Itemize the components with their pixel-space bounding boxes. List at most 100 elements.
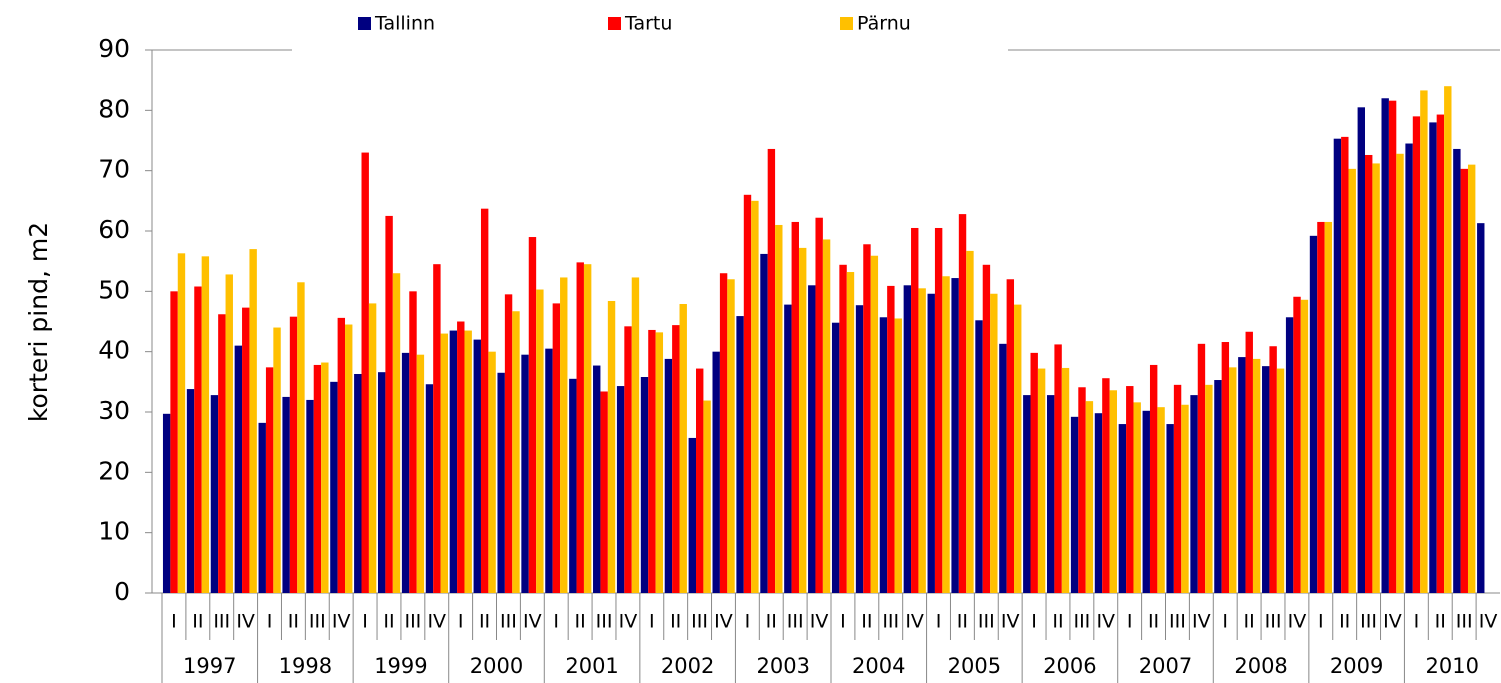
bar [712, 351, 720, 593]
bar [1333, 138, 1342, 593]
bar [1396, 153, 1404, 594]
x-tick-label: II [1339, 611, 1350, 633]
x-tick-label: III [1360, 611, 1377, 633]
bar [201, 256, 210, 593]
bar [409, 291, 417, 593]
bar [839, 264, 847, 593]
bar [846, 272, 855, 593]
bar [449, 330, 458, 593]
bar [1118, 424, 1127, 593]
bar [521, 354, 529, 593]
bar [1061, 367, 1070, 593]
x-tick-label: I [745, 611, 751, 633]
bar [958, 214, 967, 593]
bar [1381, 98, 1389, 594]
x-tick-label: IV [1192, 611, 1211, 633]
x-group-label: 2009 [1330, 654, 1383, 678]
y-tick-label: 50 [98, 275, 130, 304]
x-group-label: 2002 [661, 654, 714, 678]
x-tick-label: I [1127, 611, 1133, 633]
bar [210, 395, 219, 593]
bar [1166, 424, 1174, 593]
x-group-label: 1999 [374, 654, 427, 678]
bar [368, 303, 377, 593]
bar [1102, 378, 1110, 593]
x-tick-label: I [1414, 611, 1420, 633]
bar [1477, 223, 1485, 593]
x-tick-label: III [500, 611, 517, 633]
bar [1276, 368, 1285, 593]
bar [1142, 410, 1150, 593]
bar [1030, 352, 1038, 593]
x-tick-label: III [213, 611, 230, 633]
x-group-label: 1997 [183, 654, 236, 678]
x-tick-label: IV [1288, 611, 1307, 633]
bar [863, 244, 871, 594]
bar [1420, 90, 1428, 593]
bar [999, 343, 1007, 593]
bar [440, 333, 448, 593]
x-tick-label: II [1148, 611, 1159, 633]
bar [600, 391, 608, 593]
bar [1429, 122, 1437, 594]
bar [966, 250, 974, 593]
bar [345, 324, 353, 593]
bar [791, 221, 799, 593]
legend-swatch [358, 17, 371, 30]
bar [186, 389, 195, 593]
bar [177, 253, 186, 593]
x-tick-label: II [861, 611, 872, 633]
x-tick-label: III [882, 611, 899, 633]
x-tick-label: III [309, 611, 326, 633]
bar [1388, 100, 1397, 594]
bar [822, 239, 831, 594]
x-group-label: 2004 [852, 654, 905, 678]
bar [894, 318, 902, 593]
x-tick-label: III [1265, 611, 1282, 633]
bar [640, 377, 649, 593]
bar [593, 365, 601, 593]
x-tick-label: I [362, 611, 368, 633]
y-tick-label: 10 [98, 517, 130, 546]
bar [767, 148, 776, 594]
x-tick-label: I [171, 611, 177, 633]
x-tick-label: I [649, 611, 655, 633]
x-group-label: 2006 [1043, 654, 1096, 678]
bar [1149, 364, 1158, 593]
x-tick-label: III [978, 611, 995, 633]
y-tick-label: 30 [98, 396, 130, 425]
bar [1014, 304, 1022, 593]
x-group-label: 2001 [565, 654, 618, 678]
y-tick-label: 0 [114, 577, 130, 606]
bar [273, 327, 281, 593]
bar [1365, 154, 1373, 594]
x-tick-label: IV [1001, 611, 1020, 633]
y-tick-label: 40 [98, 336, 130, 365]
bar [903, 285, 912, 593]
x-tick-label: III [1169, 611, 1186, 633]
bar [1190, 395, 1198, 593]
x-tick-label: III [404, 611, 421, 633]
y-axis-label: korteri pind, m2 [24, 222, 53, 422]
bar [982, 264, 991, 593]
bar [1205, 384, 1213, 593]
x-tick-label: III [596, 611, 613, 633]
bar [569, 378, 577, 593]
x-tick-label: I [1222, 611, 1228, 633]
bar [1269, 346, 1277, 593]
bar [321, 362, 329, 593]
bar [736, 316, 744, 593]
legend-box [292, 8, 1008, 56]
bar [990, 293, 998, 593]
bar [265, 367, 274, 593]
legend-label: Tallinn [374, 13, 435, 35]
bar [879, 317, 888, 593]
bar [416, 354, 425, 593]
x-tick-label: II [1244, 611, 1255, 633]
bar [1467, 164, 1476, 593]
bar [457, 321, 465, 593]
bar [808, 285, 816, 593]
bar [975, 320, 983, 593]
bar [401, 352, 410, 593]
